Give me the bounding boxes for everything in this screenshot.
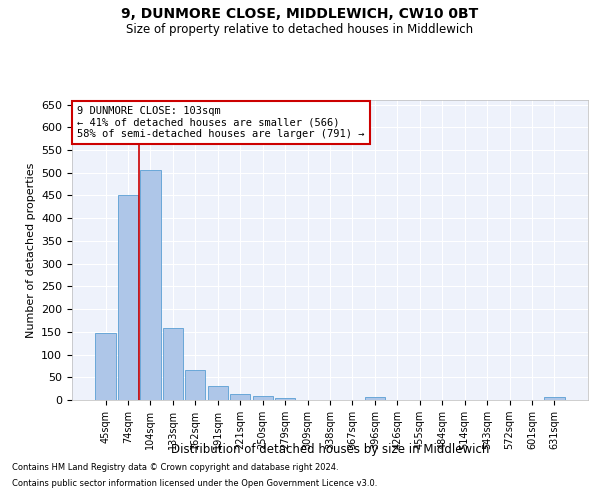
- Y-axis label: Number of detached properties: Number of detached properties: [26, 162, 35, 338]
- Bar: [253, 396, 273, 400]
- Bar: [275, 398, 295, 400]
- Bar: [365, 398, 385, 400]
- Text: Distribution of detached houses by size in Middlewich: Distribution of detached houses by size …: [171, 442, 489, 456]
- Bar: [185, 370, 205, 400]
- Text: 9 DUNMORE CLOSE: 103sqm
← 41% of detached houses are smaller (566)
58% of semi-d: 9 DUNMORE CLOSE: 103sqm ← 41% of detache…: [77, 106, 365, 139]
- Text: Contains public sector information licensed under the Open Government Licence v3: Contains public sector information licen…: [12, 478, 377, 488]
- Bar: [163, 328, 183, 400]
- Bar: [230, 394, 250, 400]
- Bar: [544, 398, 565, 400]
- Text: Contains HM Land Registry data © Crown copyright and database right 2024.: Contains HM Land Registry data © Crown c…: [12, 464, 338, 472]
- Bar: [208, 386, 228, 400]
- Text: Size of property relative to detached houses in Middlewich: Size of property relative to detached ho…: [127, 22, 473, 36]
- Text: 9, DUNMORE CLOSE, MIDDLEWICH, CW10 0BT: 9, DUNMORE CLOSE, MIDDLEWICH, CW10 0BT: [121, 8, 479, 22]
- Bar: [140, 170, 161, 400]
- Bar: [95, 332, 116, 400]
- Bar: [118, 196, 138, 400]
